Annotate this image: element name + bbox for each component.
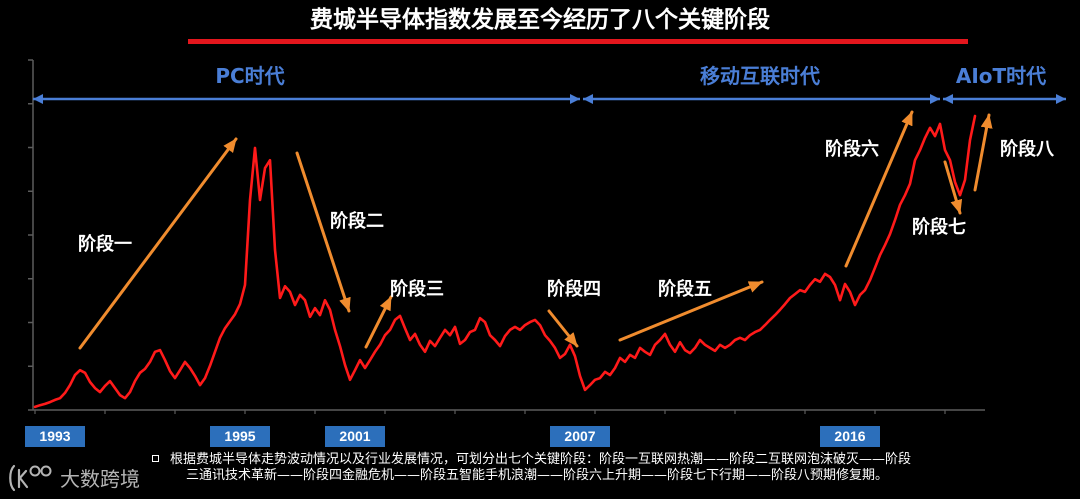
stage-1-arrow <box>78 137 238 350</box>
plot-area <box>28 59 985 414</box>
stage-label-2: 阶段二 <box>330 211 384 232</box>
stage-label-5: 阶段五 <box>658 279 712 300</box>
stage-label-1: 阶段一 <box>78 234 132 255</box>
year-tick-label: 1995 <box>210 426 270 447</box>
era-label-aiot: AIoT时代 <box>955 64 1047 88</box>
stage-arrows <box>78 110 993 350</box>
stage-label-8: 阶段八 <box>1000 139 1054 160</box>
era-label-mobile: 移动互联时代 <box>700 64 820 88</box>
stage-6-arrow <box>844 110 914 268</box>
square-bullet-icon <box>152 455 159 462</box>
watermark-logo-icon <box>9 464 52 492</box>
stage-label-7: 阶段七 <box>912 217 966 238</box>
year-tick-label: 1993 <box>25 426 85 447</box>
stage-label-3: 阶段三 <box>390 279 444 300</box>
watermark-text: 大数跨境 <box>60 467 140 491</box>
stage-label-4: 阶段四 <box>547 279 601 300</box>
footnote-line-2: 三通讯技术革新——阶段四金融危机——阶段五智能手机浪潮——阶段六上升期——阶段七… <box>186 468 889 483</box>
stage-2-arrow <box>295 151 351 313</box>
year-tick-label: 2001 <box>325 426 385 447</box>
stage-4-arrow <box>547 309 579 348</box>
year-tick-label: 2007 <box>550 426 610 447</box>
stage-3-arrow <box>364 295 393 349</box>
stage-5-arrow <box>618 280 764 342</box>
page-title: 费城半导体指数发展至今经历了八个关键阶段 <box>310 7 770 33</box>
series-line <box>33 114 977 409</box>
year-tick-label: 2016 <box>820 426 880 447</box>
stage-label-6: 阶段六 <box>825 139 879 160</box>
footnote-line-1: 根据费城半导体走势波动情况以及行业发展情况，可划分出七个关键阶段：阶段一互联网热… <box>170 452 912 467</box>
title-underline <box>188 39 968 44</box>
stage-8-arrow <box>973 113 993 192</box>
era-label-pc: PC时代 <box>215 64 285 88</box>
stage-7-arrow <box>943 160 963 215</box>
